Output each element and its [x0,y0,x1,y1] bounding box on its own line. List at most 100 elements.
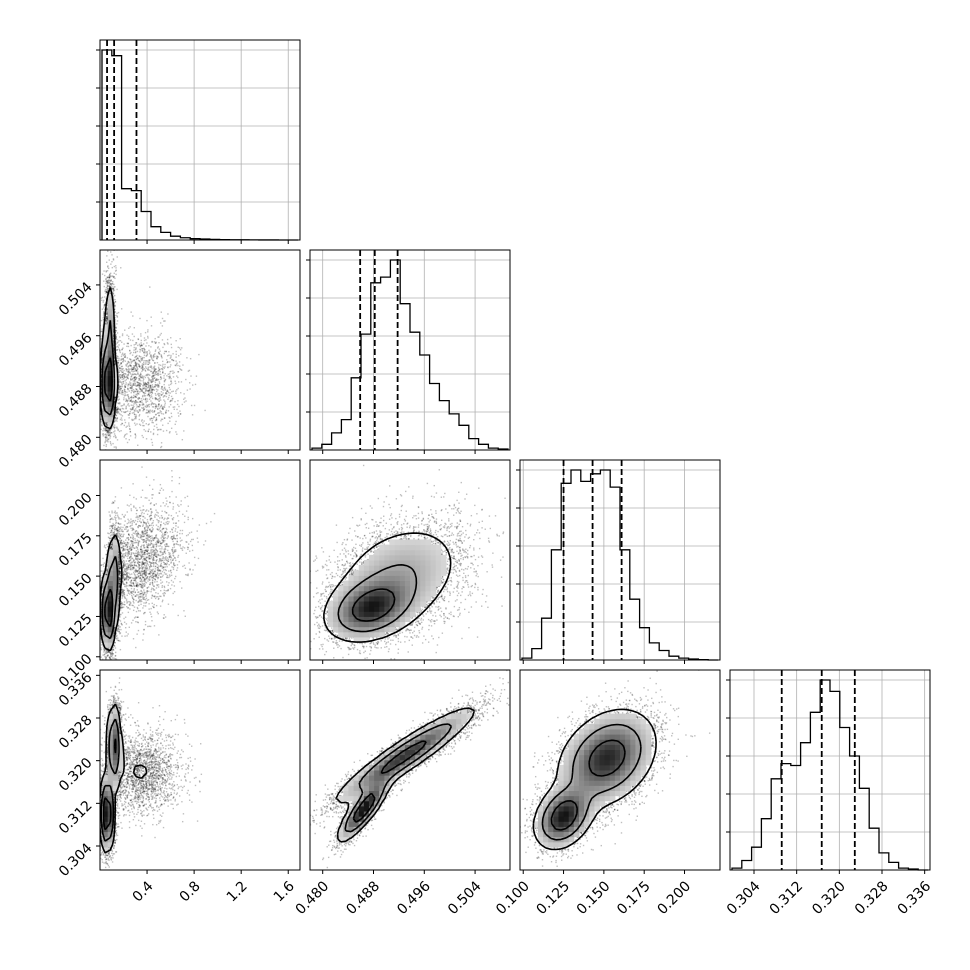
sample-point [98,445,99,446]
sample-point [113,406,115,408]
sample-point [129,365,131,367]
sample-point [129,387,131,390]
sample-point [117,392,120,394]
sample-point [162,396,165,398]
sample-point [125,375,128,378]
histogram-panel [96,39,301,241]
sample-point [140,377,143,379]
sample-point [112,329,115,331]
sample-point [164,392,167,395]
sample-point [102,301,104,303]
sample-point [190,404,193,407]
sample-point [126,374,128,376]
sample-point [136,394,138,396]
sample-point [189,388,191,390]
sample-point [116,323,118,325]
sample-point [132,373,135,376]
sample-point [173,408,175,411]
sample-point [114,301,117,303]
sample-point [108,285,111,287]
sample-point [118,391,120,393]
sample-point [166,390,168,392]
sample-point [141,363,144,365]
sample-point [125,407,127,410]
sample-point [106,436,108,439]
sample-point [184,397,186,399]
sample-point [122,373,125,376]
sample-point [130,395,133,398]
sample-point [137,411,139,414]
sample-point [143,347,145,350]
sample-point [112,290,115,292]
sample-point [151,401,153,404]
sample-point [158,353,161,355]
sample-point [161,457,162,458]
sample-point [115,414,117,417]
sample-point [141,367,143,369]
sample-point [118,391,121,393]
sample-point [106,287,109,289]
sample-point [123,404,125,406]
sample-point [158,381,161,383]
sample-point [157,393,159,396]
sample-point [141,434,143,437]
sample-point [111,283,114,285]
sample-point [141,345,143,347]
sample-point [170,364,172,366]
sample-point [145,406,147,408]
sample-point [113,343,115,346]
sample-point [130,351,132,354]
sample-point [138,378,140,380]
sample-point [152,359,155,362]
sample-point [150,403,153,405]
sample-point [124,329,126,331]
sample-point [156,355,159,358]
sample-point [112,328,115,331]
sample-point [116,411,118,413]
sample-point [162,408,164,410]
sample-point [106,316,109,318]
sample-point [179,367,181,370]
sample-point [105,297,107,300]
sample-point [114,277,116,280]
sample-point [128,327,130,329]
sample-point [129,400,131,402]
sample-point [151,391,153,394]
sample-point [120,358,123,360]
sample-point [103,428,105,430]
sample-point [120,381,123,383]
sample-point [151,358,153,360]
sample-point [135,385,138,387]
sample-point [162,424,164,426]
sample-point [97,360,98,361]
sample-point [121,422,124,425]
sample-point [120,410,123,413]
sample-point [144,370,147,372]
sample-point [143,428,145,431]
sample-point [129,371,131,374]
sample-point [126,394,128,396]
sample-point [175,431,177,433]
sample-point [137,382,140,384]
sample-point [127,414,130,416]
sample-point [138,397,141,400]
sample-point [145,374,147,377]
sample-point [176,375,178,377]
sample-point [106,323,108,325]
sample-point [147,393,149,396]
sample-point [154,407,157,410]
sample-point [117,407,120,409]
sample-point [169,400,172,402]
sample-point [151,341,153,343]
sample-point [157,428,160,431]
sample-point [112,464,113,465]
sample-point [108,429,111,431]
sample-point [123,436,126,438]
sample-point [141,407,143,409]
sample-point [104,305,106,307]
sample-point [139,383,141,385]
sample-point [101,335,103,337]
sample-point [156,358,158,360]
sample-point [129,400,131,402]
sample-point [164,389,166,391]
